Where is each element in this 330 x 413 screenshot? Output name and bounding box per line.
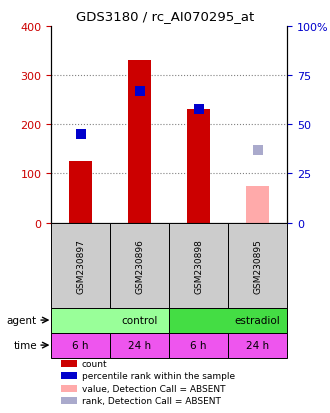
Point <box>78 131 83 138</box>
Text: 6 h: 6 h <box>190 340 207 350</box>
Text: rank, Detection Call = ABSENT: rank, Detection Call = ABSENT <box>82 396 221 405</box>
Bar <box>110 333 169 358</box>
Text: 24 h: 24 h <box>246 340 269 350</box>
Bar <box>110 223 169 308</box>
Text: GSM230896: GSM230896 <box>135 238 144 293</box>
Bar <box>247 186 269 223</box>
Text: time: time <box>14 340 37 350</box>
Text: estradiol: estradiol <box>235 315 280 325</box>
Text: agent: agent <box>7 315 37 325</box>
Bar <box>61 373 77 379</box>
Text: 24 h: 24 h <box>128 340 151 350</box>
Bar <box>169 333 228 358</box>
Bar <box>61 385 77 392</box>
Text: percentile rank within the sample: percentile rank within the sample <box>82 371 235 380</box>
Bar <box>69 162 92 223</box>
Bar <box>228 223 287 308</box>
Bar <box>187 109 210 223</box>
Text: GSM230897: GSM230897 <box>76 238 85 293</box>
Bar <box>128 61 151 223</box>
Text: GDS3180 / rc_AI070295_at: GDS3180 / rc_AI070295_at <box>76 10 254 23</box>
Bar <box>51 333 110 358</box>
Bar <box>61 397 77 404</box>
Bar <box>169 223 228 308</box>
Point <box>255 147 260 154</box>
Text: control: control <box>121 315 158 325</box>
Text: GSM230895: GSM230895 <box>253 238 262 293</box>
Text: count: count <box>82 359 108 368</box>
Text: 6 h: 6 h <box>72 340 89 350</box>
Bar <box>228 333 287 358</box>
Bar <box>51 223 110 308</box>
Bar <box>169 308 287 333</box>
Point <box>137 88 142 95</box>
Text: GSM230898: GSM230898 <box>194 238 203 293</box>
Bar <box>51 308 169 333</box>
Text: value, Detection Call = ABSENT: value, Detection Call = ABSENT <box>82 384 225 393</box>
Point <box>196 106 201 113</box>
Bar <box>61 360 77 367</box>
